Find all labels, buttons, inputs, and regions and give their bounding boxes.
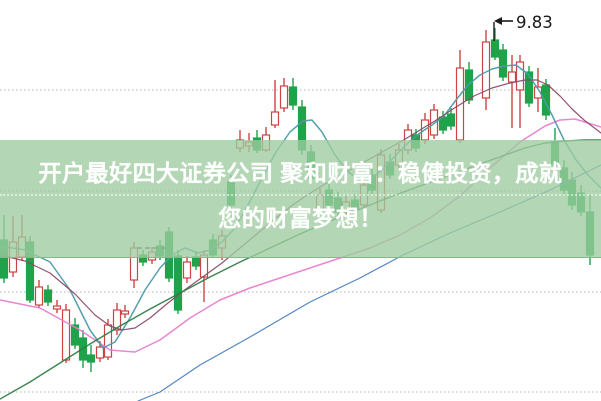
candlestick (490, 28, 500, 60)
candle-body (191, 256, 201, 267)
candlestick (52, 300, 62, 313)
candlestick (43, 285, 53, 306)
candle-body (524, 71, 534, 104)
candle-body (34, 286, 44, 306)
candlestick (86, 345, 96, 372)
candle-body (112, 309, 122, 331)
candlestick (70, 318, 80, 349)
candle-body (498, 49, 508, 78)
candlestick (524, 66, 534, 107)
candle-body (533, 86, 543, 99)
candlestick (112, 303, 122, 335)
candlestick (182, 256, 192, 283)
candle-body (52, 305, 62, 310)
candlestick (173, 250, 183, 314)
candle-body (95, 346, 105, 359)
candle-body (541, 84, 551, 116)
candlestick (61, 304, 71, 363)
candlestick (270, 80, 280, 128)
ma-pink (0, 118, 601, 353)
ad-text-line1: 开户最好四大证券公司 聚和财富：稳健投资，成就 (38, 160, 563, 186)
candlestick (446, 108, 456, 130)
candle-body (120, 310, 130, 315)
ad-banner[interactable]: 开户最好四大证券公司 聚和财富：稳健投资，成就 您的财富梦想！ (0, 140, 601, 258)
candle-body (43, 289, 53, 303)
price-annotation: 9.83 (493, 13, 553, 41)
candle-body (182, 261, 192, 279)
grid-dotted-line-overlay (0, 194, 601, 196)
candle-body (507, 71, 517, 83)
candle-body (173, 255, 183, 311)
candle-body (70, 324, 80, 346)
candle-body (103, 324, 113, 358)
candle-body (490, 39, 500, 58)
candlestick (288, 78, 298, 110)
annotation-arrowhead-left (494, 17, 502, 25)
ad-text-line2: 您的财富梦想！ (218, 205, 383, 231)
candlestick (34, 280, 44, 308)
candlestick (120, 305, 130, 318)
candle-body (270, 111, 280, 126)
candle-body (86, 354, 96, 363)
candle-body (515, 61, 525, 91)
candlestick (498, 44, 508, 81)
candlestick (279, 78, 289, 112)
candle-body (288, 86, 298, 106)
candle-body (279, 85, 289, 109)
candle-body (446, 113, 456, 127)
candlestick (541, 79, 551, 120)
candlestick (455, 50, 465, 143)
price-label: 9.83 (516, 13, 553, 32)
candle-body (429, 109, 439, 136)
candle-body (61, 309, 71, 361)
